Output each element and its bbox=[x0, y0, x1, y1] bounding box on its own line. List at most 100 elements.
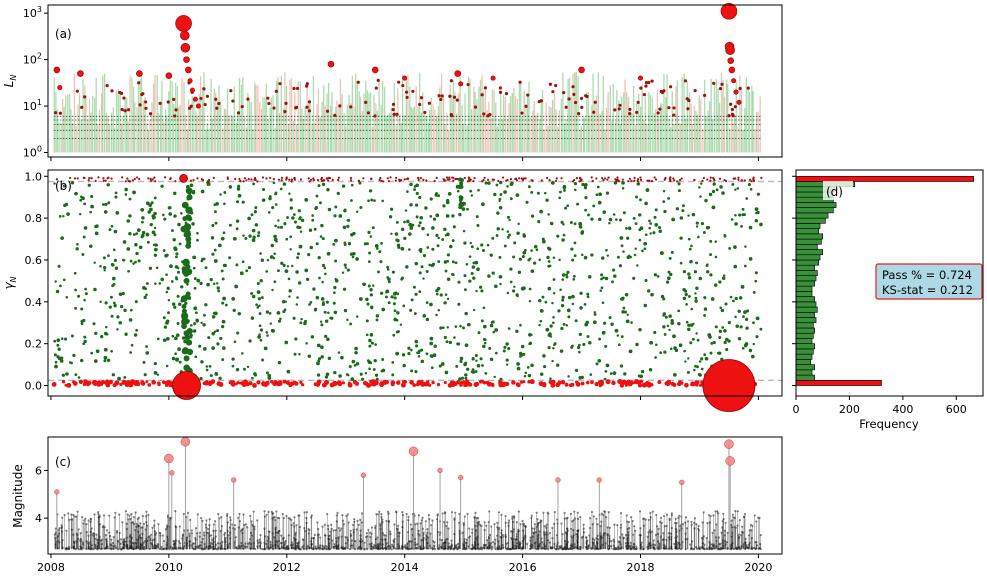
gamma-point-pass bbox=[153, 196, 157, 200]
gamma-point-pass bbox=[516, 366, 521, 371]
gamma-point-fail bbox=[695, 383, 699, 387]
likelihood-point bbox=[729, 102, 733, 106]
gamma-point-fail bbox=[624, 381, 630, 387]
gamma-point-pass bbox=[552, 321, 555, 325]
magnitude-point bbox=[660, 521, 663, 525]
gamma-point-pass bbox=[475, 359, 478, 362]
gamma-point-pass bbox=[741, 207, 745, 211]
magnitude-point bbox=[98, 514, 101, 517]
gamma-point-pass bbox=[415, 191, 419, 196]
gamma-point-fail bbox=[595, 177, 598, 180]
likelihood-point bbox=[272, 106, 276, 110]
gamma-point-pass bbox=[395, 330, 399, 334]
gamma-point-pass bbox=[458, 205, 463, 210]
gamma-point-fail bbox=[226, 176, 229, 179]
gamma-point-pass bbox=[687, 323, 691, 327]
magnitude-point bbox=[744, 537, 747, 540]
gamma-point-pass bbox=[181, 336, 186, 340]
gamma-point-pass bbox=[645, 188, 650, 192]
magnitude-point bbox=[738, 518, 741, 522]
likelihood-point bbox=[364, 100, 368, 104]
gamma-point-pass bbox=[103, 210, 108, 214]
gamma-point-pass bbox=[560, 304, 565, 308]
likelihood-point bbox=[537, 99, 541, 104]
gamma-point-pass bbox=[130, 343, 134, 347]
magnitude-point bbox=[269, 543, 272, 546]
magnitude-point bbox=[165, 526, 169, 529]
gamma-point-pass bbox=[636, 182, 640, 186]
magnitude-point bbox=[458, 512, 461, 515]
panel-b-ylabel: γN bbox=[2, 276, 18, 289]
gamma-point-pass bbox=[602, 210, 607, 214]
gamma-point-fail bbox=[145, 380, 149, 384]
gamma-point-pass bbox=[257, 335, 261, 339]
gamma-point-fail bbox=[546, 176, 549, 180]
gamma-point-pass bbox=[622, 211, 626, 215]
gamma-point-fail bbox=[269, 176, 272, 180]
gamma-point-pass bbox=[307, 253, 311, 257]
gamma-point-pass bbox=[528, 257, 532, 260]
magnitude-point bbox=[389, 532, 392, 536]
gamma-point-pass bbox=[83, 226, 88, 230]
likelihood-point bbox=[613, 108, 617, 112]
gamma-point-pass bbox=[351, 359, 356, 364]
gamma-point-pass bbox=[695, 221, 699, 225]
likelihood-point bbox=[498, 86, 502, 90]
magnitude-point bbox=[244, 523, 248, 526]
likelihood-point bbox=[405, 95, 409, 100]
gamma-point-pass bbox=[371, 226, 375, 230]
gamma-point-pass bbox=[274, 191, 278, 195]
gamma-point-pass bbox=[60, 337, 64, 340]
gamma-point-pass bbox=[601, 301, 605, 305]
gamma-point-pass bbox=[605, 363, 610, 368]
gamma-point-pass bbox=[752, 290, 756, 294]
gamma-point-fail bbox=[578, 176, 582, 180]
gamma-point-fail bbox=[320, 176, 323, 179]
gamma-point-pass bbox=[297, 209, 301, 213]
gamma-point-pass bbox=[176, 266, 180, 270]
panel-b: 0.00.20.40.60.81.0 (b) γN bbox=[2, 169, 783, 412]
likelihood-point bbox=[720, 82, 724, 86]
gamma-point-pass bbox=[463, 274, 467, 278]
magnitude-point bbox=[87, 519, 90, 522]
gamma-point-fail bbox=[554, 179, 558, 183]
gamma-point-pass bbox=[316, 373, 321, 377]
gamma-point-pass bbox=[541, 295, 545, 299]
gamma-point-fail-large bbox=[172, 371, 201, 400]
gamma-point-fail bbox=[468, 179, 471, 182]
magnitude-point bbox=[485, 547, 489, 550]
gamma-point-pass bbox=[634, 222, 638, 226]
gamma-point-pass bbox=[443, 260, 448, 264]
magnitude-point bbox=[145, 510, 148, 513]
gamma-point-fail bbox=[605, 379, 611, 385]
gamma-point-pass bbox=[443, 335, 447, 340]
gamma-point-pass bbox=[662, 325, 666, 329]
gamma-point-pass bbox=[321, 237, 325, 241]
gamma-point-fail bbox=[121, 379, 127, 385]
magnitude-point bbox=[344, 536, 347, 539]
gamma-point-pass bbox=[83, 202, 87, 206]
likelihood-point-large bbox=[371, 66, 379, 74]
gamma-point-fail bbox=[636, 179, 639, 183]
magnitude-point bbox=[743, 512, 747, 516]
magnitude-point bbox=[134, 511, 137, 514]
gamma-point-pass bbox=[621, 310, 625, 314]
gamma-point-fail bbox=[206, 180, 209, 183]
gamma-point-pass bbox=[467, 322, 471, 327]
gamma-point-pass bbox=[200, 259, 204, 263]
magnitude-point bbox=[326, 512, 329, 516]
gamma-point-pass bbox=[286, 216, 290, 219]
gamma-point-pass bbox=[703, 296, 707, 300]
magnitude-point bbox=[646, 545, 649, 549]
magnitude-point bbox=[493, 542, 497, 545]
gamma-point-pass bbox=[435, 292, 439, 296]
gamma-point-pass bbox=[82, 235, 86, 239]
gamma-point-pass bbox=[562, 223, 565, 226]
gamma-point-pass bbox=[288, 289, 292, 293]
gamma-point-pass bbox=[232, 308, 236, 313]
gamma-point-pass bbox=[329, 316, 332, 320]
magnitude-point bbox=[436, 513, 439, 516]
magnitude-point bbox=[407, 519, 410, 522]
gamma-point-pass bbox=[550, 180, 555, 185]
gamma-point-pass bbox=[648, 219, 651, 223]
